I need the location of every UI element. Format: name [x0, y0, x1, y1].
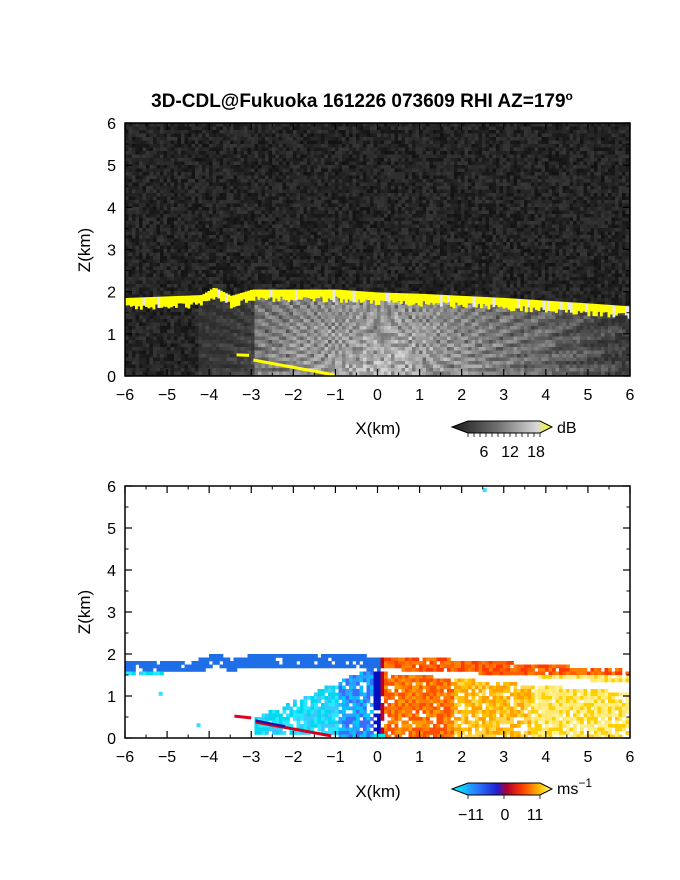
y-tick-label: 1	[107, 689, 116, 706]
y-tick-label: 0	[107, 731, 116, 748]
velocity-colorbar-ticks	[468, 795, 540, 799]
reflectivity-y-label: Z(km)	[75, 228, 94, 272]
y-tick-label: 2	[107, 647, 116, 664]
x-tick-label: −5	[158, 387, 176, 404]
y-tick-label: 3	[107, 243, 116, 260]
y-tick-label: 5	[107, 521, 116, 538]
x-tick-label: 4	[541, 749, 550, 766]
velocity-colorbar-unit: ms−1	[557, 776, 592, 798]
x-tick-label: 5	[583, 749, 592, 766]
y-tick-label: 6	[107, 116, 116, 133]
velocity-field	[125, 654, 633, 738]
chart-title: 3D-CDL@Fukuoka 161226 073609 RHI AZ=179o	[151, 89, 573, 112]
y-tick-label: 2	[107, 285, 116, 302]
x-tick-label: −1	[326, 387, 344, 404]
y-tick-label: 4	[107, 563, 116, 580]
x-tick-label: −4	[200, 749, 218, 766]
reflectivity-colorbar-unit: dB	[557, 420, 577, 437]
y-tick-label: 4	[107, 200, 116, 217]
x-tick-label: 3	[499, 387, 508, 404]
x-tick-label: −1	[326, 749, 344, 766]
x-tick-label: −5	[158, 749, 176, 766]
reflectivity-colorbar-label-2: 18	[527, 444, 545, 461]
velocity-colorbar-label-1: 0	[501, 807, 510, 824]
y-tick-label: 6	[107, 479, 116, 496]
velocity-colorbar-label-0: −11	[458, 807, 484, 824]
x-tick-label: −4	[200, 387, 218, 404]
x-tick-label: −2	[284, 387, 302, 404]
reflectivity-colorbar-label-1: 12	[501, 444, 519, 461]
x-tick-label: 2	[457, 387, 466, 404]
x-tick-label: 5	[583, 387, 592, 404]
x-tick-label: 0	[373, 749, 382, 766]
reflectivity-colorbar-label-0: 6	[480, 444, 489, 461]
x-tick-label: 6	[626, 387, 635, 404]
x-tick-label: 1	[415, 387, 424, 404]
x-tick-label: 3	[499, 749, 508, 766]
y-tick-label: 1	[107, 327, 116, 344]
reflectivity-heatmap	[125, 123, 633, 379]
x-tick-label: −3	[242, 749, 260, 766]
x-tick-label: −2	[284, 749, 302, 766]
velocity-x-label: X(km)	[355, 782, 400, 801]
x-tick-label: 2	[457, 749, 466, 766]
velocity-y-label: Z(km)	[75, 590, 94, 634]
reflectivity-colorbar: dB 6 12 18	[452, 420, 577, 461]
y-tick-label: 5	[107, 158, 116, 175]
x-tick-label: 6	[626, 749, 635, 766]
velocity-colorbar: ms−1 −11 0 11	[452, 776, 592, 824]
velocity-panel: −6 −5 −4 −3 −2 −1 0 1 2 3 4 5 6 0 1 2 3 4 5 6 X(km) Z(km) m…	[75, 479, 635, 824]
reflectivity-colorbar-ticks	[468, 433, 540, 437]
y-tick-label: 0	[107, 369, 116, 386]
reflectivity-colorbar-bar	[452, 421, 552, 433]
velocity-colorbar-label-2: 11	[527, 807, 544, 824]
x-tick-label: 1	[415, 749, 424, 766]
x-tick-label: 0	[373, 387, 382, 404]
x-tick-label: −6	[116, 387, 134, 404]
reflectivity-x-label: X(km)	[355, 419, 400, 438]
velocity-colorbar-bar	[452, 783, 552, 795]
y-tick-label: 3	[107, 605, 116, 622]
x-tick-label: −6	[116, 749, 134, 766]
x-tick-label: −3	[242, 387, 260, 404]
x-tick-label: 4	[541, 387, 550, 404]
velocity-heatmap	[125, 488, 633, 742]
